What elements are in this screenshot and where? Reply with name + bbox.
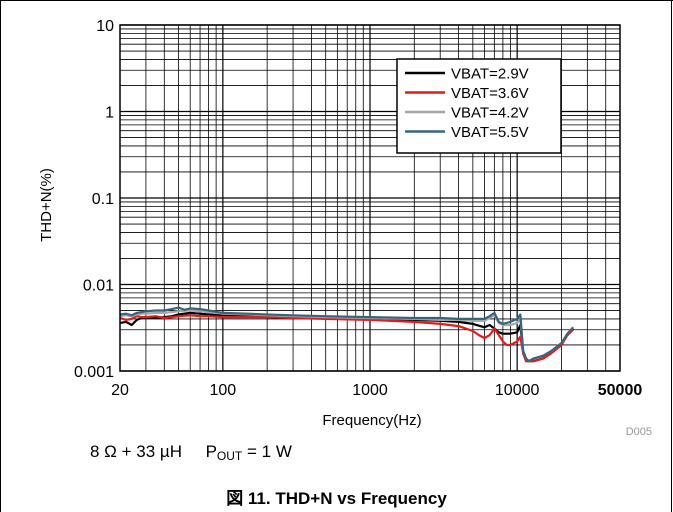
x-tick-label: 100 [210,382,237,399]
y-tick-label: 1 [105,105,114,122]
plot-area-border [119,24,621,372]
thd-n-chart: 20 100 1000 10000 50000 0.001 0.01 0.1 1 10 VBAT=… [38,18,652,438]
legend-box [396,58,562,154]
test-condition-caption: 8 Ω + 33 µH POUT = 1 W [90,442,292,463]
y-tick-label: 0.001 [74,364,114,381]
axis-tick-labels: 20 100 1000 10000 50000 0.001 0.01 0.1 1 10 [74,18,642,399]
legend-label: VBAT=4.2V [451,105,529,122]
series-line-vbat-3-6v [119,314,574,363]
x-tick-label: 1000 [352,382,388,399]
chart-legend: VBAT=2.9V VBAT=3.6V VBAT=4.2V VBAT=5.5V [396,58,562,154]
figure-title: 図 11. THD+N vs Frequency [226,489,447,508]
series-line-vbat-4-2v [119,309,574,363]
caption-subscript: OUT [216,449,243,463]
legend-label: VBAT=3.6V [451,85,529,102]
y-tick-label: 0.1 [92,191,114,208]
frame-right-border [671,0,672,512]
frame-top-border [0,0,673,1]
legend-label: VBAT=2.9V [451,66,529,83]
frame-left-border [0,0,1,512]
figure-code-label: D005 [626,426,652,438]
x-tick-label: 50000 [598,382,643,399]
y-tick-label: 10 [96,18,114,35]
x-tick-label: 20 [111,382,129,399]
legend-label: VBAT=5.5V [451,124,529,141]
series-line-vbat-5-5v [119,306,574,363]
x-axis-title: Frequency(Hz) [322,412,421,429]
caption-suffix: = 1 W [242,442,292,461]
y-axis-title: THD+N(%) [38,168,55,242]
chart-series [119,306,574,363]
chart-grid [119,24,621,372]
caption-text: 8 Ω + 33 µH P [90,442,217,461]
x-tick-label: 10000 [495,382,540,399]
y-tick-label: 0.01 [83,278,114,295]
